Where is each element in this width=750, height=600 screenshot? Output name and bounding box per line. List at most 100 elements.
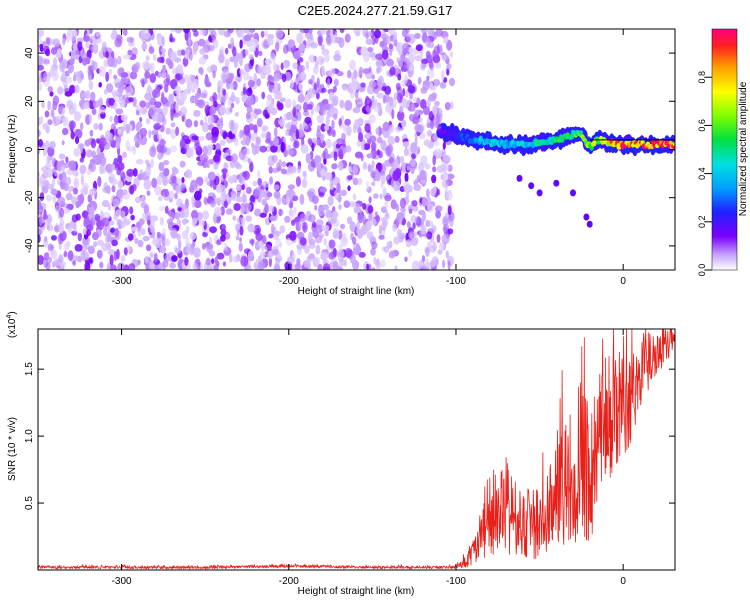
noise-blob [301,178,308,189]
noise-blob [338,148,343,160]
noise-blob [303,101,309,113]
noise-blob [189,185,194,193]
noise-blob [154,101,162,109]
noise-blob [113,101,118,111]
noise-blob [220,96,227,103]
noise-blob [67,250,74,261]
noise-blob [245,215,252,223]
noise-blob [174,211,181,220]
noise-blob [194,190,202,201]
noise-blob [98,82,102,88]
branch-blob [528,182,535,190]
noise-blob [169,33,173,43]
noise-blob [194,138,200,147]
noise-blob [290,136,294,143]
noise-blob [177,206,182,212]
noise-blob [365,220,372,230]
noise-blob [270,223,275,235]
noise-blob [392,180,401,192]
noise-blob [343,200,351,208]
noise-blob [324,229,329,237]
noise-blob [244,29,251,34]
noise-blob [285,123,289,129]
noise-blob [212,70,216,79]
noise-blob [342,138,346,148]
noise-blob [174,247,181,254]
noise-blob [299,193,305,205]
noise-blob [415,44,423,52]
noise-blob [153,123,161,130]
noise-blob [38,255,45,265]
noise-blob [69,33,77,42]
noise-blob [384,194,392,202]
y-tick-label-top: 40 [24,47,35,59]
noise-blob [352,236,357,245]
noise-blob [169,210,175,221]
noise-blob [255,144,260,154]
noise-blob [127,233,134,241]
noise-blob [205,243,214,250]
y-tick-label-top: 20 [24,95,35,107]
noise-blob [324,53,330,63]
noise-blob [386,70,390,77]
noise-blob [65,176,72,186]
noise-blob [275,263,281,270]
noise-blob [292,62,299,69]
noise-blob [367,205,374,214]
noise-blob [360,82,366,88]
noise-blob [319,186,328,193]
noise-blob [44,110,50,118]
noise-blob [154,185,162,196]
noise-blob [395,203,400,212]
noise-blob [417,76,422,85]
noise-blob [344,33,351,43]
noise-blob [280,141,285,153]
noise-blob [248,53,254,60]
noise-blob [391,108,395,120]
noise-blob [55,115,62,125]
noise-blob [314,204,318,211]
noise-blob [219,49,224,56]
noise-blob [378,224,383,235]
noise-blob [185,225,190,234]
noise-blob [192,197,196,206]
noise-blob [153,252,158,263]
noise-blob [444,101,451,111]
noise-blob [322,150,326,159]
noise-blob [222,131,227,140]
noise-blob [170,110,174,121]
noise-blob [104,88,108,95]
branch-blob [570,189,576,197]
noise-blob [434,148,442,159]
noise-blob [397,110,405,122]
noise-blob [382,121,390,132]
noise-blob [289,209,296,219]
noise-blob [352,177,359,186]
noise-blob [223,30,231,38]
noise-blob [432,79,441,87]
noise-blob [426,188,430,199]
noise-blob [411,153,416,160]
noise-blob [445,191,453,201]
noise-blob [290,79,294,89]
noise-blob [405,239,412,248]
noise-blob [368,114,376,124]
noise-blob [429,120,434,130]
noise-blob [222,89,227,96]
noise-blob [271,248,279,256]
noise-blob [183,29,191,34]
noise-blob [156,231,161,239]
noise-blob [42,122,48,131]
noise-blob [40,115,44,124]
noise-blob [154,215,159,222]
noise-blob [42,76,51,87]
noise-blob [70,131,75,140]
noise-blob [170,29,176,33]
noise-blob [85,149,93,158]
noise-blob [50,188,58,196]
noise-blob [158,162,165,172]
noise-blob [109,254,114,266]
noise-blob [109,116,113,122]
noise-blob [66,32,70,43]
noise-blob [386,242,392,249]
